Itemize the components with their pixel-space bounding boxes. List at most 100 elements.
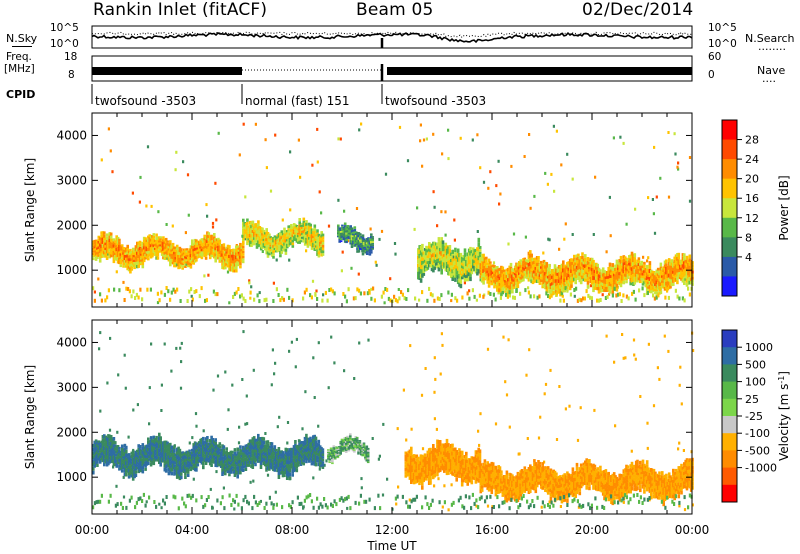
power-band-cell xyxy=(134,253,138,257)
power-band-cell xyxy=(167,259,171,262)
velocity-band-cell xyxy=(169,442,172,447)
velocity-band-cell xyxy=(217,452,220,455)
power-band-cell xyxy=(490,270,494,273)
power-band-cell xyxy=(450,262,453,266)
power-band-cell xyxy=(608,262,612,267)
power-ground-cell xyxy=(198,294,201,299)
power-band-cell xyxy=(502,269,506,272)
power-band-cell xyxy=(461,276,464,280)
velocity-band-cell xyxy=(236,447,239,452)
power-echo-cell xyxy=(289,208,292,212)
power-band-cell xyxy=(548,267,551,272)
power-band-cell xyxy=(617,264,620,268)
power-band-cell xyxy=(173,256,176,260)
power-band-cell xyxy=(523,268,527,271)
power-echo-cell xyxy=(589,284,593,288)
velocity-band-cell xyxy=(228,470,231,474)
power-band-cell xyxy=(167,254,171,258)
power-band-cell xyxy=(207,240,211,244)
power-band-cell xyxy=(272,253,275,256)
velocity-band-cell xyxy=(140,455,143,459)
power-band-cell xyxy=(140,247,143,250)
power-band-cell xyxy=(367,237,370,239)
power-band-cell xyxy=(643,272,646,276)
power-band-cell xyxy=(185,257,189,260)
power-band-cell xyxy=(617,272,620,276)
power-band-cell xyxy=(637,265,641,269)
power-band-cell xyxy=(555,279,558,283)
power-band-cell xyxy=(463,252,467,257)
power-band-cell xyxy=(437,250,441,255)
velocity-echo-cell xyxy=(278,415,281,419)
power-band-cell xyxy=(197,247,201,250)
power-band-cell xyxy=(280,251,284,254)
power-band-cell xyxy=(240,251,244,254)
power-band-cell xyxy=(578,256,582,260)
power-band-cell xyxy=(656,270,660,274)
power-band-cell xyxy=(352,237,355,239)
power-band-cell xyxy=(637,268,641,272)
velocity-band-cell xyxy=(196,448,200,452)
velocity-band-cell xyxy=(221,472,224,476)
power-band-cell xyxy=(184,258,187,261)
velocity-echo-cell xyxy=(486,347,490,351)
power-band-cell xyxy=(250,225,253,229)
power-band-cell xyxy=(500,284,503,289)
power-band-cell xyxy=(290,234,293,237)
power-echo-cell xyxy=(646,259,649,263)
power-band-cell xyxy=(443,265,446,268)
power-band-cell xyxy=(341,235,344,238)
power-band-cell xyxy=(450,268,453,272)
power-ground-cell xyxy=(482,294,485,299)
velocity-band-cell xyxy=(206,454,209,459)
power-band-cell xyxy=(148,239,151,243)
velocity-band-cell xyxy=(178,452,182,457)
velocity-band-cell xyxy=(239,456,242,460)
power-band-cell xyxy=(610,286,613,290)
power-band-cell xyxy=(489,271,492,274)
power-band-cell xyxy=(345,228,348,231)
velocity-band-cell xyxy=(169,461,172,466)
power-ground-cell xyxy=(291,298,294,303)
power-ground-cell xyxy=(447,290,450,295)
velocity-band-cell xyxy=(141,446,145,451)
power-band-cell xyxy=(644,282,648,285)
velocity-band-cell xyxy=(112,451,116,456)
velocity-band-cell xyxy=(261,449,264,453)
velocity-band-cell xyxy=(186,470,190,474)
power-band-cell xyxy=(527,274,531,278)
power-band-cell xyxy=(207,243,211,247)
power-echo-cell xyxy=(269,189,273,193)
power-band-cell xyxy=(104,245,107,248)
power-band-cell xyxy=(320,231,323,235)
power-band-cell xyxy=(530,253,533,258)
velocity-echo-cell xyxy=(360,486,363,490)
power-band-cell xyxy=(432,257,435,261)
power-band-cell xyxy=(226,261,230,265)
power-band-cell xyxy=(302,220,306,224)
velocity-band-cell xyxy=(141,458,145,463)
power-band-cell xyxy=(130,255,134,259)
power-ytick-label: 2000 xyxy=(56,218,87,232)
power-band-cell xyxy=(592,268,595,272)
velocity-echo-cell xyxy=(312,476,315,480)
power-band-cell xyxy=(578,275,582,279)
power-band-cell xyxy=(357,239,361,243)
velocity-band-cell xyxy=(243,457,246,461)
power-band-cell xyxy=(164,256,168,260)
velocity-echo-cell xyxy=(663,334,666,338)
power-band-cell xyxy=(518,269,521,273)
velocity-band-cell xyxy=(200,451,204,455)
power-band-cell xyxy=(578,269,582,273)
power-band-cell xyxy=(666,281,670,285)
velocity-band-cell xyxy=(163,444,167,449)
power-band-cell xyxy=(261,227,264,231)
power-band-cell xyxy=(232,266,235,270)
power-band-cell xyxy=(483,277,487,281)
velocity-band-cell xyxy=(103,438,106,443)
velocity-echo-cell xyxy=(525,373,528,377)
velocity-band-cell xyxy=(108,460,112,464)
power-band-cell xyxy=(310,233,314,237)
velocity-band-cell xyxy=(118,455,121,459)
velocity-band-cell xyxy=(123,472,127,477)
